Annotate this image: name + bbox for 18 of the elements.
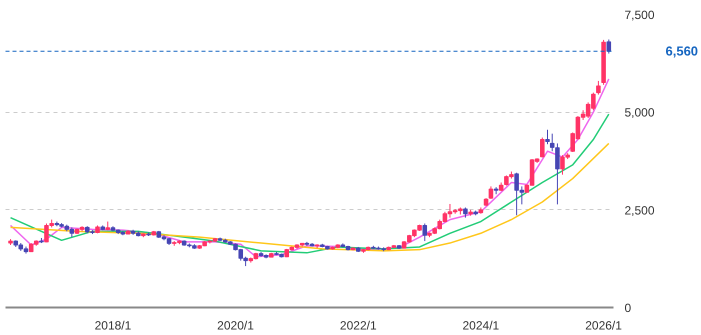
candlestick: [463, 206, 468, 218]
x-tick-label: 2018/1: [94, 318, 132, 332]
candlestick: [540, 137, 545, 158]
candlestick: [488, 186, 494, 200]
line-series: [10, 142, 610, 252]
x-tick-label: 2022/1: [340, 318, 377, 332]
x-tick-label: 2026/1: [585, 318, 622, 332]
candlestick: [422, 223, 428, 242]
line-series: [10, 113, 610, 254]
y-tick-label: 2,500: [624, 203, 655, 218]
line-series: [10, 78, 610, 258]
y-tick-label: 7,500: [624, 8, 655, 22]
ref-line-label: 6,560: [666, 44, 698, 59]
candlestick: [596, 80, 601, 96]
y-tick-label: 5,000: [624, 106, 655, 120]
y-tick-label: 0: [624, 301, 632, 315]
x-tick-label: 2024/1: [462, 318, 500, 332]
x-tick-label: 2020/1: [217, 318, 254, 332]
